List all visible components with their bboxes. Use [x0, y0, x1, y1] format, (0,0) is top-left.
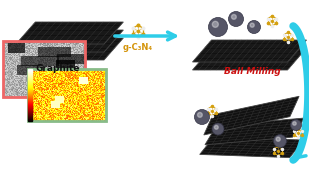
Polygon shape: [16, 22, 123, 44]
Circle shape: [231, 15, 236, 19]
Bar: [28, 115, 32, 116]
Polygon shape: [193, 40, 307, 62]
Bar: [28, 120, 32, 121]
Circle shape: [214, 125, 218, 129]
Circle shape: [273, 135, 286, 147]
Bar: [28, 87, 32, 88]
Bar: [28, 117, 32, 118]
Circle shape: [197, 112, 202, 117]
Bar: [28, 89, 32, 90]
Bar: [28, 99, 32, 100]
Bar: [28, 71, 32, 72]
Polygon shape: [205, 118, 304, 145]
Bar: [28, 96, 32, 97]
Polygon shape: [204, 96, 299, 135]
Circle shape: [212, 123, 224, 135]
Circle shape: [212, 21, 218, 27]
Bar: [28, 83, 32, 84]
Bar: [28, 100, 32, 101]
Bar: [28, 98, 32, 99]
Bar: [28, 88, 32, 89]
Bar: [28, 90, 32, 91]
Bar: [28, 79, 32, 80]
Circle shape: [250, 23, 254, 27]
Bar: [28, 84, 32, 85]
Circle shape: [194, 109, 210, 125]
Bar: [28, 82, 32, 83]
Bar: [28, 72, 32, 73]
Polygon shape: [16, 38, 123, 60]
Bar: [28, 106, 32, 107]
Bar: [28, 73, 32, 74]
Bar: [28, 112, 32, 113]
Bar: [28, 102, 32, 103]
Bar: [28, 108, 32, 109]
Polygon shape: [193, 48, 307, 70]
Bar: [28, 77, 32, 78]
Bar: [28, 104, 32, 105]
Polygon shape: [16, 30, 123, 52]
Bar: [28, 74, 32, 75]
Text: Ball Milling: Ball Milling: [224, 67, 280, 76]
Bar: [28, 75, 32, 76]
Circle shape: [228, 12, 243, 26]
Bar: [28, 107, 32, 108]
Circle shape: [293, 122, 296, 125]
Text: g-C₃N₄: g-C₃N₄: [123, 43, 153, 52]
Bar: [28, 91, 32, 92]
Bar: [28, 80, 32, 81]
Text: Graphite: Graphite: [36, 64, 81, 73]
Bar: [28, 69, 32, 70]
Circle shape: [290, 119, 302, 130]
Bar: [28, 97, 32, 98]
Bar: [28, 86, 32, 87]
Polygon shape: [200, 137, 304, 158]
Bar: [28, 93, 32, 94]
Bar: [28, 70, 32, 71]
Bar: [28, 116, 32, 117]
Bar: [28, 103, 32, 104]
Bar: [28, 94, 32, 95]
Bar: [28, 105, 32, 106]
Bar: [28, 81, 32, 82]
Circle shape: [248, 20, 260, 33]
Bar: [28, 101, 32, 102]
Bar: [28, 113, 32, 114]
Circle shape: [209, 18, 227, 36]
Bar: [28, 109, 32, 110]
Bar: [28, 111, 32, 112]
Bar: [28, 95, 32, 96]
Bar: [28, 118, 32, 119]
Bar: [28, 92, 32, 93]
Bar: [28, 76, 32, 77]
Bar: [28, 85, 32, 86]
Bar: [28, 78, 32, 79]
Bar: [28, 119, 32, 120]
Bar: [28, 110, 32, 111]
Bar: [28, 114, 32, 115]
Circle shape: [276, 137, 280, 141]
